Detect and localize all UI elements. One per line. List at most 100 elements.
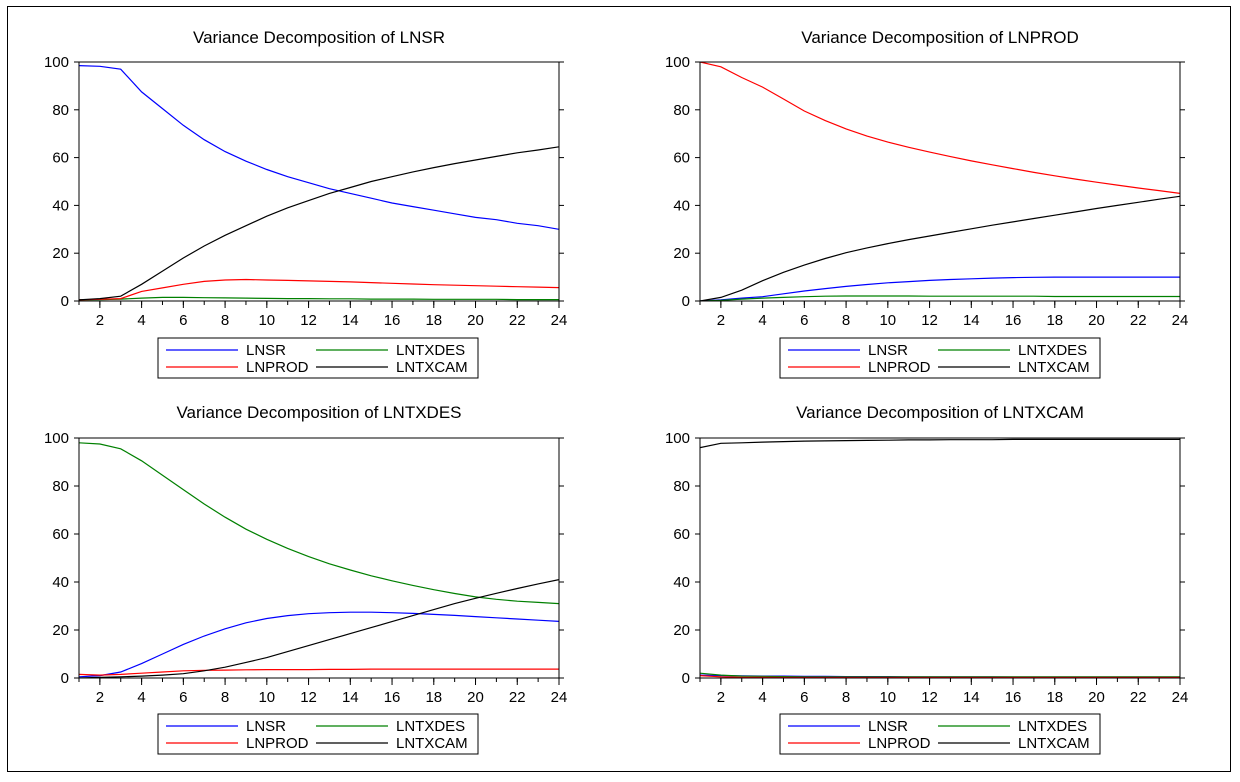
x-tick-label: 10 bbox=[879, 312, 896, 329]
legend: LNSR LNTXDES LNPROD LNTXCAM bbox=[157, 337, 479, 379]
x-tick-label: 20 bbox=[1088, 689, 1105, 706]
legend: LNSR LNTXDES LNPROD LNTXCAM bbox=[779, 337, 1101, 379]
x-tick-label: 18 bbox=[1046, 312, 1063, 329]
x-tick-label: 24 bbox=[1172, 689, 1189, 706]
y-tick-label: 40 bbox=[52, 574, 69, 591]
figure-frame bbox=[7, 6, 1231, 772]
x-tick-label: 2 bbox=[96, 312, 104, 329]
x-tick-label: 10 bbox=[258, 689, 275, 706]
legend-label-lnprod: LNPROD bbox=[246, 359, 309, 376]
x-tick-label: 6 bbox=[179, 689, 187, 706]
x-tick-label: 8 bbox=[221, 689, 229, 706]
y-tick-label: 0 bbox=[682, 293, 690, 310]
y-tick-label: 20 bbox=[673, 622, 690, 639]
plot-border bbox=[699, 61, 1181, 302]
x-tick-label: 24 bbox=[1172, 312, 1189, 329]
x-tick-label: 22 bbox=[1130, 689, 1147, 706]
series-line-lntxdes bbox=[79, 442, 559, 605]
y-tick-label: 60 bbox=[52, 526, 69, 543]
x-tick-label: 12 bbox=[921, 689, 938, 706]
x-tick-label: 4 bbox=[137, 312, 145, 329]
series-line-lntxdes bbox=[700, 295, 1180, 301]
chart-panel-2: Variance Decomposition of LNPROD 0 20 40 60 8… bbox=[665, 28, 1189, 379]
legend-label-lntxcam: LNTXCAM bbox=[396, 735, 468, 752]
legend-label-lntxcam: LNTXCAM bbox=[1018, 359, 1090, 376]
x-tick-label: 16 bbox=[384, 689, 401, 706]
x-tick-label: 18 bbox=[425, 689, 442, 706]
series-lines bbox=[700, 62, 1180, 301]
x-tick-label: 8 bbox=[221, 312, 229, 329]
legend-box bbox=[157, 337, 479, 379]
legend-box bbox=[779, 713, 1101, 755]
x-tick-label: 6 bbox=[800, 312, 808, 329]
x-tick-label: 18 bbox=[425, 312, 442, 329]
x-tick-label: 8 bbox=[842, 689, 850, 706]
x-tick-label: 20 bbox=[467, 689, 484, 706]
series-lines bbox=[79, 442, 559, 678]
series-line-lntxdes bbox=[79, 296, 559, 301]
legend-label-lntxcam: LNTXCAM bbox=[1018, 735, 1090, 752]
x-tick-label: 6 bbox=[800, 689, 808, 706]
y-tick-label: 80 bbox=[52, 102, 69, 119]
x-tick-label: 24 bbox=[551, 689, 568, 706]
y-tick-label: 80 bbox=[673, 102, 690, 119]
chart-panel-4: Variance Decomposition of LNTXCAM 0 20 40 60… bbox=[665, 403, 1189, 755]
x-tick-label: 22 bbox=[1130, 312, 1147, 329]
legend-label-lnprod: LNPROD bbox=[246, 735, 309, 752]
plot-border bbox=[78, 61, 560, 302]
x-tick-label: 16 bbox=[384, 312, 401, 329]
chart-panel-3: Variance Decomposition of LNTXDES 0 20 40 60… bbox=[44, 403, 568, 755]
series-lines bbox=[700, 438, 1180, 678]
x-tick-label: 6 bbox=[179, 312, 187, 329]
y-tick-label: 40 bbox=[673, 574, 690, 591]
y-tick-label: 60 bbox=[52, 150, 69, 167]
series-line-lnsr bbox=[79, 65, 559, 230]
legend-label-lntxdes: LNTXDES bbox=[396, 342, 465, 359]
x-tick-label: 2 bbox=[96, 689, 104, 706]
legend-label-lnprod: LNPROD bbox=[868, 359, 931, 376]
series-line-lnprod bbox=[79, 278, 559, 301]
y-tick-label: 20 bbox=[52, 245, 69, 262]
x-tick-label: 18 bbox=[1046, 689, 1063, 706]
legend-label-lnsr: LNSR bbox=[868, 342, 908, 359]
x-tick-label: 14 bbox=[342, 312, 359, 329]
y-tick-label: 20 bbox=[673, 245, 690, 262]
y-tick-label: 60 bbox=[673, 150, 690, 167]
x-tick-label: 8 bbox=[842, 312, 850, 329]
x-tick-label: 12 bbox=[300, 312, 317, 329]
legend-label-lntxdes: LNTXDES bbox=[396, 718, 465, 735]
x-tick-label: 12 bbox=[921, 312, 938, 329]
legend-label-lntxcam: LNTXCAM bbox=[396, 359, 468, 376]
series-line-lnprod bbox=[700, 62, 1180, 194]
x-tick-label: 22 bbox=[509, 312, 526, 329]
y-tick-label: 100 bbox=[665, 54, 690, 71]
series-line-lntxcam bbox=[79, 579, 559, 678]
series-line-lnprod bbox=[79, 668, 559, 676]
x-tick-label: 16 bbox=[1005, 689, 1022, 706]
series-lines bbox=[79, 65, 559, 301]
chart-title: Variance Decomposition of LNSR bbox=[193, 28, 445, 47]
legend-box bbox=[779, 337, 1101, 379]
legend-label-lnsr: LNSR bbox=[246, 342, 286, 359]
y-tick-label: 40 bbox=[52, 197, 69, 214]
y-tick-label: 20 bbox=[52, 622, 69, 639]
x-tick-label: 14 bbox=[342, 689, 359, 706]
legend-box bbox=[157, 713, 479, 755]
y-tick-label: 100 bbox=[44, 54, 69, 71]
series-line-lntxcam bbox=[700, 438, 1180, 449]
x-tick-label: 10 bbox=[879, 689, 896, 706]
y-tick-label: 80 bbox=[673, 478, 690, 495]
x-tick-label: 14 bbox=[963, 312, 980, 329]
series-line-lnsr bbox=[79, 611, 559, 678]
x-tick-label: 24 bbox=[551, 312, 568, 329]
x-tick-label: 12 bbox=[300, 689, 317, 706]
legend: LNSR LNTXDES LNPROD LNTXCAM bbox=[779, 713, 1101, 755]
x-tick-label: 4 bbox=[758, 312, 766, 329]
legend-label-lnsr: LNSR bbox=[246, 718, 286, 735]
legend-label-lnprod: LNPROD bbox=[868, 735, 931, 752]
x-tick-label: 2 bbox=[717, 689, 725, 706]
plot-border bbox=[699, 437, 1181, 679]
x-tick-label: 16 bbox=[1005, 312, 1022, 329]
chart-title: Variance Decomposition of LNTXDES bbox=[176, 403, 461, 422]
